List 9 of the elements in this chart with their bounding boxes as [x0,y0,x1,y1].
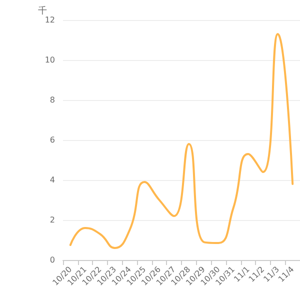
y-tick-label: 8 [50,96,55,104]
y-axis-title: 千 [38,6,47,17]
y-tick-label: 0 [50,256,55,264]
y-tick-label: 6 [50,136,55,144]
y-tick-label: 2 [50,216,55,224]
y-tick-label: 4 [50,176,55,184]
y-tick-label: 10 [44,56,55,64]
y-tick-label: 12 [44,16,55,24]
line-series [69,33,294,249]
